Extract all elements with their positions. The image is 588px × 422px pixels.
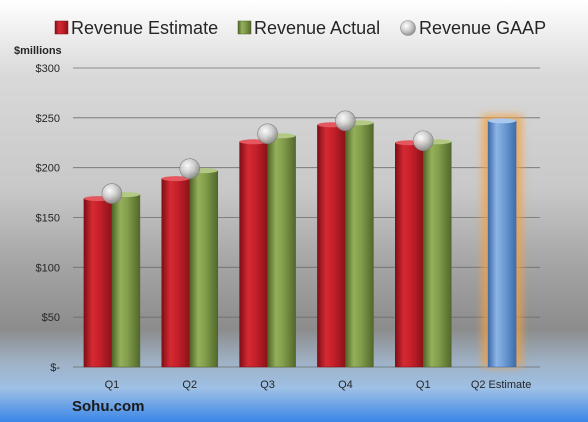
x-tick-label: Q4 xyxy=(338,379,353,391)
x-tick-label: Q2 xyxy=(182,379,197,391)
x-tick-label: Q1 xyxy=(416,379,431,391)
x-tick-label: Q3 xyxy=(260,379,275,391)
legend-swatch-actual xyxy=(237,20,252,35)
bar-estimate-future xyxy=(487,120,517,368)
x-tick-label: Q1 xyxy=(105,379,120,391)
y-tick-label: $100 xyxy=(36,262,60,274)
legend-marker-gaap xyxy=(400,20,416,36)
legend-item-actual: Revenue Actual xyxy=(237,18,380,38)
y-tick-label: $200 xyxy=(36,163,60,175)
gridlines xyxy=(73,67,540,368)
bar-actual xyxy=(111,194,141,368)
gaap-point xyxy=(257,123,278,145)
bar-estimate xyxy=(239,141,268,368)
bars xyxy=(83,110,523,368)
y-axis-unit-label: $millions xyxy=(14,45,62,57)
bar-actual xyxy=(423,141,452,368)
legend-swatch-estimate xyxy=(54,20,69,35)
bar-estimate xyxy=(83,198,113,368)
legend-item-estimate: Revenue Estimate xyxy=(54,18,218,38)
bar-top xyxy=(161,176,190,182)
legend-item-gaap: Revenue GAAP xyxy=(400,18,546,38)
gaap-point xyxy=(179,158,201,179)
y-axis-tick-labels: $- $50 $100 $150 $200 $250 $300 xyxy=(36,63,61,374)
bar-estimate xyxy=(395,142,424,368)
bar-estimate xyxy=(317,124,346,368)
bar-actual xyxy=(189,170,218,368)
y-tick-label: $250 xyxy=(36,113,60,125)
legend-label-actual: Revenue Actual xyxy=(254,18,380,38)
legend-label-estimate: Revenue Estimate xyxy=(71,18,218,38)
bar-estimate xyxy=(161,178,190,368)
gaap-point xyxy=(412,130,434,152)
legend-label-gaap: Revenue GAAP xyxy=(419,18,546,38)
y-tick-label: $150 xyxy=(36,213,60,225)
y-tick-label: $300 xyxy=(36,63,60,75)
x-axis-tick-labels: Q1 Q2 Q3 Q4 Q1 Q2 Estimate xyxy=(105,379,532,391)
x-tick-label: Q2 Estimate xyxy=(471,379,532,391)
source-label: Sohu.com xyxy=(72,398,145,415)
bar-actual xyxy=(345,122,374,368)
gaap-point xyxy=(101,183,123,204)
gaap-point xyxy=(335,110,356,132)
y-tick-label: $- xyxy=(50,362,60,374)
bar-actual xyxy=(267,135,296,368)
y-tick-label: $50 xyxy=(42,312,60,324)
legend: Revenue Estimate Revenue Actual Revenue … xyxy=(54,18,546,38)
bar-top xyxy=(488,118,517,124)
